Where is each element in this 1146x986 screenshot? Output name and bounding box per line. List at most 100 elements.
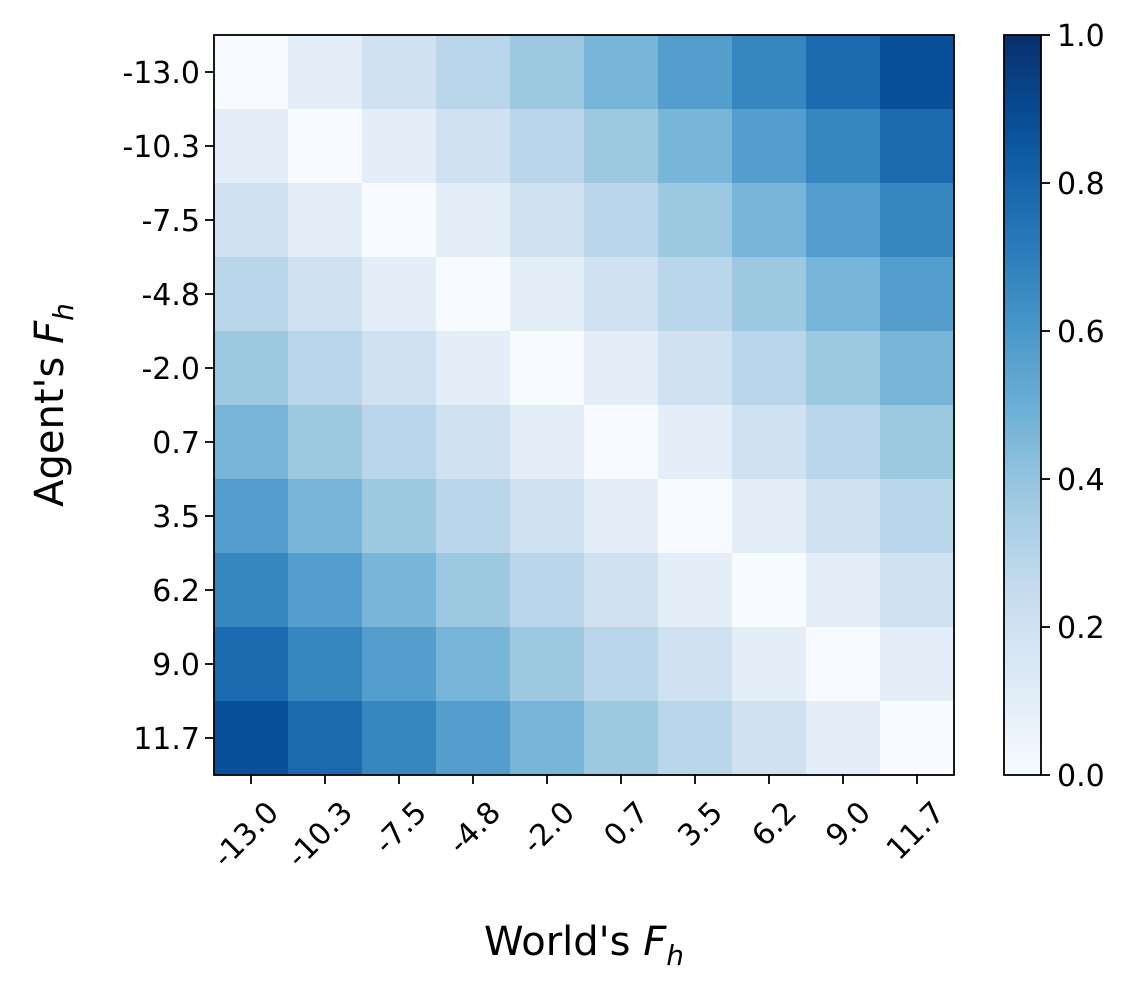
y-axis-title: Agent's Fh	[27, 303, 80, 507]
y-tick-label: 11.7	[133, 722, 200, 757]
heatmap-cell	[288, 553, 363, 628]
heatmap-cell	[214, 405, 289, 480]
heatmap-cells	[214, 35, 955, 776]
heatmap-cell	[658, 479, 733, 554]
heatmap-cell	[288, 35, 363, 110]
heatmap-cell	[436, 627, 511, 702]
heatmap-cell	[436, 701, 511, 776]
heatmap-cell	[806, 331, 881, 406]
heatmap-cell	[436, 553, 511, 628]
colorbar-ticks: 0.0 0.2 0.4 0.6 0.8 1.0	[1041, 19, 1105, 794]
x-tick-label: 9.0	[819, 795, 877, 853]
x-axis-title-prefix: World's	[484, 919, 643, 965]
colorbar-tick-label: 0.8	[1057, 167, 1105, 202]
x-tick-label: -4.8	[442, 795, 508, 861]
heatmap-cell	[732, 553, 807, 628]
heatmap-cell	[288, 183, 363, 258]
colorbar-tick-label: 0.0	[1057, 759, 1105, 794]
heatmap-cell	[658, 627, 733, 702]
heatmap-cell	[510, 405, 585, 480]
heatmap-cell	[362, 109, 437, 184]
y-axis-title-variable: F	[27, 320, 73, 344]
heatmap-cell	[658, 331, 733, 406]
colorbar-tick-label: 0.6	[1057, 315, 1105, 350]
heatmap-cell	[510, 701, 585, 776]
heatmap-cell	[658, 109, 733, 184]
heatmap-cell	[214, 479, 289, 554]
heatmap-cell	[732, 405, 807, 480]
heatmap-cell	[362, 331, 437, 406]
heatmap-cell	[362, 479, 437, 554]
x-tick-label: 3.5	[671, 795, 729, 853]
heatmap-cell	[584, 35, 659, 110]
y-tick-label: -4.8	[141, 278, 200, 313]
heatmap-cell	[288, 701, 363, 776]
colorbar-tick-label: 0.2	[1057, 611, 1105, 646]
heatmap-cell	[288, 627, 363, 702]
heatmap-cell	[880, 479, 955, 554]
x-axis-title: World's Fh	[484, 919, 684, 972]
heatmap-cell	[584, 109, 659, 184]
heatmap-cell	[880, 627, 955, 702]
heatmap-cell	[288, 331, 363, 406]
heatmap-cell	[732, 35, 807, 110]
heatmap-cell	[880, 331, 955, 406]
heatmap-cell	[806, 35, 881, 110]
heatmap-cell	[806, 183, 881, 258]
heatmap-cell	[732, 627, 807, 702]
heatmap-cell	[214, 257, 289, 332]
plot-frame	[213, 34, 955, 776]
x-tick-label: -2.0	[516, 795, 582, 861]
heatmap-cell	[584, 183, 659, 258]
heatmap-cell	[880, 405, 955, 480]
heatmap-cell	[880, 109, 955, 184]
heatmap-cell	[880, 35, 955, 110]
heatmap-cell	[510, 35, 585, 110]
y-tick-label: 6.2	[152, 574, 200, 609]
heatmap-cell	[584, 553, 659, 628]
y-axis-ticks: -13.0 -10.3 -7.5 -4.8 -2.0 0.7 3.5 6.2 9.0 11.7	[122, 56, 214, 757]
y-tick-label: 9.0	[152, 648, 200, 683]
heatmap-cell	[584, 627, 659, 702]
x-axis-title-subscript: h	[666, 939, 684, 972]
x-axis-title-variable: F	[643, 919, 667, 965]
y-axis-title-prefix: Agent's	[27, 344, 73, 507]
heatmap-cell	[732, 109, 807, 184]
heatmap-cell	[362, 183, 437, 258]
x-tick-label: 11.7	[880, 795, 952, 867]
y-tick-label: -13.0	[122, 56, 200, 91]
x-axis-ticks: -13.0-10.3 -7.5 -4.8 -2.0 0.7 3.5 6.2 9.0 11.7	[206, 775, 952, 875]
y-tick-label: 0.7	[152, 426, 200, 461]
heatmap-cell	[732, 183, 807, 258]
heatmap-cell	[510, 627, 585, 702]
heatmap-cell	[510, 479, 585, 554]
heatmap-cell	[436, 257, 511, 332]
colorbar-tick-label: 0.4	[1057, 463, 1105, 498]
x-tick-label: -10.3	[280, 795, 360, 875]
heatmap-cell	[510, 109, 585, 184]
heatmap-cell	[658, 405, 733, 480]
heatmap-cell	[806, 701, 881, 776]
heatmap-cell	[436, 479, 511, 554]
heatmap-cell	[806, 627, 881, 702]
x-tick-label: -7.5	[368, 795, 434, 861]
heatmap-cell	[214, 35, 289, 110]
heatmap-cell	[362, 257, 437, 332]
heatmap-cell	[288, 405, 363, 480]
heatmap-cell	[732, 701, 807, 776]
y-axis-title-subscript: h	[47, 303, 80, 321]
heatmap-cell	[362, 701, 437, 776]
heatmap-cell	[436, 331, 511, 406]
heatmap-cell	[510, 553, 585, 628]
heatmap-cell	[214, 331, 289, 406]
y-tick-label: -7.5	[141, 204, 200, 239]
heatmap-cell	[288, 479, 363, 554]
heatmap-cell	[362, 627, 437, 702]
heatmap-cell	[584, 701, 659, 776]
heatmap-cell	[880, 701, 955, 776]
heatmap-cell	[732, 479, 807, 554]
heatmap-cell	[584, 405, 659, 480]
heatmap-cell	[584, 331, 659, 406]
heatmap-cell	[584, 479, 659, 554]
